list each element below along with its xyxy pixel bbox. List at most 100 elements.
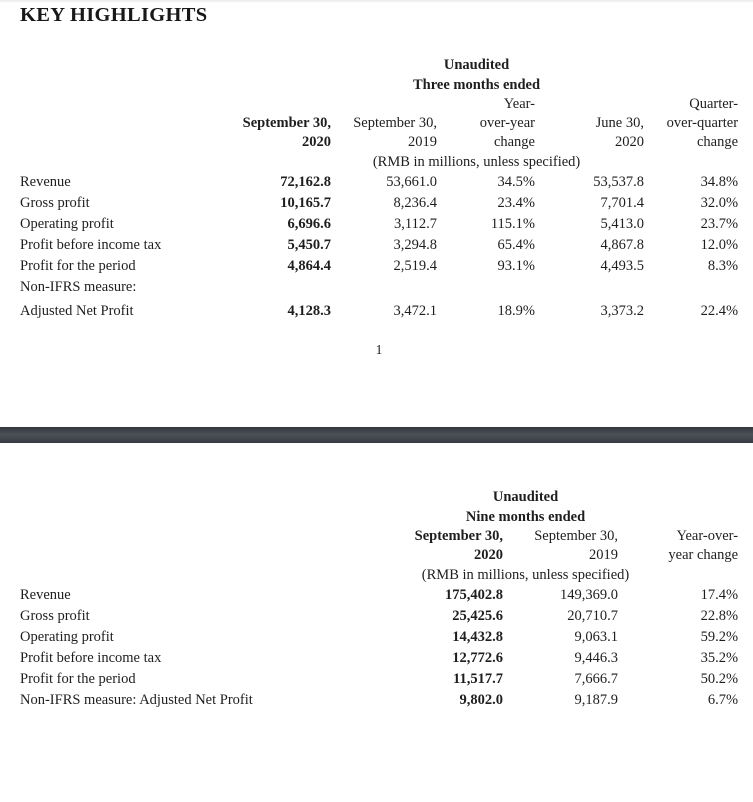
cell-value: 23.7% xyxy=(700,216,739,232)
column-header-sep30-2020: September 30, 2020 xyxy=(414,528,503,563)
rmb-note: (RMB in millions, unless specified) xyxy=(372,154,581,170)
cell-value: 12.0% xyxy=(700,237,739,253)
cell-value: 149,369.0 xyxy=(560,587,618,603)
cell-value: 25,425.6 xyxy=(452,608,503,624)
cell-value: 9,446.3 xyxy=(574,650,619,666)
cell-value: 4,128.3 xyxy=(287,303,332,319)
table-row: Profit before income tax 12,772.6 9,446.… xyxy=(20,648,738,669)
table-row: Gross profit 25,425.6 20,710.7 22.8% xyxy=(20,606,738,627)
column-header-row: September 30, 2020 September 30, 2019 Ye… xyxy=(20,527,738,565)
cell-value: 115.1% xyxy=(490,216,535,232)
cell-value: 18.9% xyxy=(497,303,535,319)
cell-value: 6.7% xyxy=(707,692,739,708)
cell-value: 3,472.1 xyxy=(393,303,438,319)
unaudited-label: Unaudited xyxy=(443,57,510,73)
header-row-unaudited: Unaudited xyxy=(20,487,738,507)
cell-value: 3,373.2 xyxy=(600,303,645,319)
row-label: Revenue xyxy=(20,174,71,190)
page-separator xyxy=(0,427,753,443)
table-row: Profit for the period 4,864.4 2,519.4 93… xyxy=(20,256,738,277)
page-number: 1 xyxy=(375,342,383,357)
row-label: Non-IFRS measure: xyxy=(20,279,137,295)
row-label: Gross profit xyxy=(20,608,90,624)
row-label: Operating profit xyxy=(20,629,114,645)
row-label: Profit for the period xyxy=(20,671,136,687)
cell-value: 20,710.7 xyxy=(567,608,618,624)
cell-value: 22.8% xyxy=(700,608,739,624)
three-months-table: Unaudited Three months ended September 3… xyxy=(20,55,738,322)
header-row-note: (RMB in millions, unless specified) xyxy=(20,152,738,172)
cell-value: 3,294.8 xyxy=(393,237,438,253)
column-header-jun30-2020: June 30, 2020 xyxy=(595,115,644,150)
cell-value: 10,165.7 xyxy=(280,195,331,211)
table-row-section: Non-IFRS measure: xyxy=(20,277,738,298)
cell-value: 23.4% xyxy=(497,195,535,211)
cell-value: 9,063.1 xyxy=(574,629,619,645)
row-label: Profit before income tax xyxy=(20,237,162,253)
table-row: Operating profit 6,696.6 3,112.7 115.1% … xyxy=(20,214,738,235)
column-header-sep30-2019: September 30, 2019 xyxy=(353,115,437,150)
period-label: Nine months ended xyxy=(465,509,586,525)
cell-value: 14,432.8 xyxy=(452,629,503,645)
table-row: Gross profit 10,165.7 8,236.4 23.4% 7,70… xyxy=(20,193,738,214)
cell-value: 32.0% xyxy=(700,195,739,211)
cell-value: 93.1% xyxy=(497,258,535,274)
row-label: Profit for the period xyxy=(20,258,136,274)
cell-value: 72,162.8 xyxy=(280,174,331,190)
table-row: Non-IFRS measure: Adjusted Net Profit 9,… xyxy=(20,690,738,711)
cell-value: 4,493.5 xyxy=(600,258,645,274)
column-header-qoq-change: Quarter- over-quarter change xyxy=(666,96,739,150)
cell-value: 9,802.0 xyxy=(459,692,504,708)
period-label: Three months ended xyxy=(413,77,541,93)
header-row-note: (RMB in millions, unless specified) xyxy=(20,565,738,585)
row-label: Revenue xyxy=(20,587,71,603)
cell-value: 50.2% xyxy=(700,671,739,687)
table-row: Profit for the period 11,517.7 7,666.7 5… xyxy=(20,669,738,690)
cell-value: 59.2% xyxy=(700,629,739,645)
cell-value: 2,519.4 xyxy=(393,258,438,274)
header-row-period: Three months ended xyxy=(20,75,738,95)
column-header-yoy-change: Year- over-year change xyxy=(479,96,535,150)
header-row-period: Nine months ended xyxy=(20,507,738,527)
page-1: KEY HIGHLIGHTS Unaudited Three months en… xyxy=(0,0,753,357)
cell-value: 4,864.4 xyxy=(287,258,332,274)
cell-value: 22.4% xyxy=(700,303,739,319)
table-row: Revenue 175,402.8 149,369.0 17.4% xyxy=(20,585,738,606)
cell-value: 34.8% xyxy=(700,174,739,190)
cell-value: 6,696.6 xyxy=(287,216,332,232)
table-row: Revenue 72,162.8 53,661.0 34.5% 53,537.8… xyxy=(20,172,738,193)
cell-value: 7,701.4 xyxy=(600,195,645,211)
table-row: Operating profit 14,432.8 9,063.1 59.2% xyxy=(20,627,738,648)
table-row: Profit before income tax 5,450.7 3,294.8… xyxy=(20,235,738,256)
row-label: Non-IFRS measure: Adjusted Net Profit xyxy=(20,692,253,708)
cell-value: 5,450.7 xyxy=(287,237,332,253)
cell-value: 65.4% xyxy=(497,237,535,253)
cell-value: 8.3% xyxy=(707,258,739,274)
row-label: Adjusted Net Profit xyxy=(20,303,134,319)
cell-value: 12,772.6 xyxy=(452,650,503,666)
table-row: Adjusted Net Profit 4,128.3 3,472.1 18.9… xyxy=(20,298,738,322)
cell-value: 34.5% xyxy=(497,174,535,190)
column-header-yoy-change: Year-over- year change xyxy=(668,528,739,563)
cell-value: 3,112.7 xyxy=(394,216,437,232)
cell-value: 5,413.0 xyxy=(600,216,645,232)
header-row-unaudited: Unaudited xyxy=(20,55,738,75)
unaudited-label: Unaudited xyxy=(492,489,559,505)
page-2: Unaudited Nine months ended September 30… xyxy=(0,487,753,802)
cell-value: 53,537.8 xyxy=(593,174,644,190)
cell-value: 4,867.8 xyxy=(600,237,645,253)
cell-value: 35.2% xyxy=(700,650,739,666)
cell-value: 8,236.4 xyxy=(393,195,438,211)
row-label: Gross profit xyxy=(20,195,90,211)
cell-value: 17.4% xyxy=(700,587,739,603)
cell-value: 175,402.8 xyxy=(445,587,503,603)
nine-months-table: Unaudited Nine months ended September 30… xyxy=(20,487,738,711)
row-label: Operating profit xyxy=(20,216,114,232)
column-header-sep30-2020: September 30, 2020 xyxy=(242,115,331,150)
page-title: KEY HIGHLIGHTS xyxy=(20,4,208,26)
cell-value: 9,187.9 xyxy=(574,692,619,708)
cell-value: 11,517.7 xyxy=(453,671,503,687)
cell-value: 53,661.0 xyxy=(386,174,437,190)
column-header-row: September 30, 2020 September 30, 2019 Ye… xyxy=(20,95,738,152)
